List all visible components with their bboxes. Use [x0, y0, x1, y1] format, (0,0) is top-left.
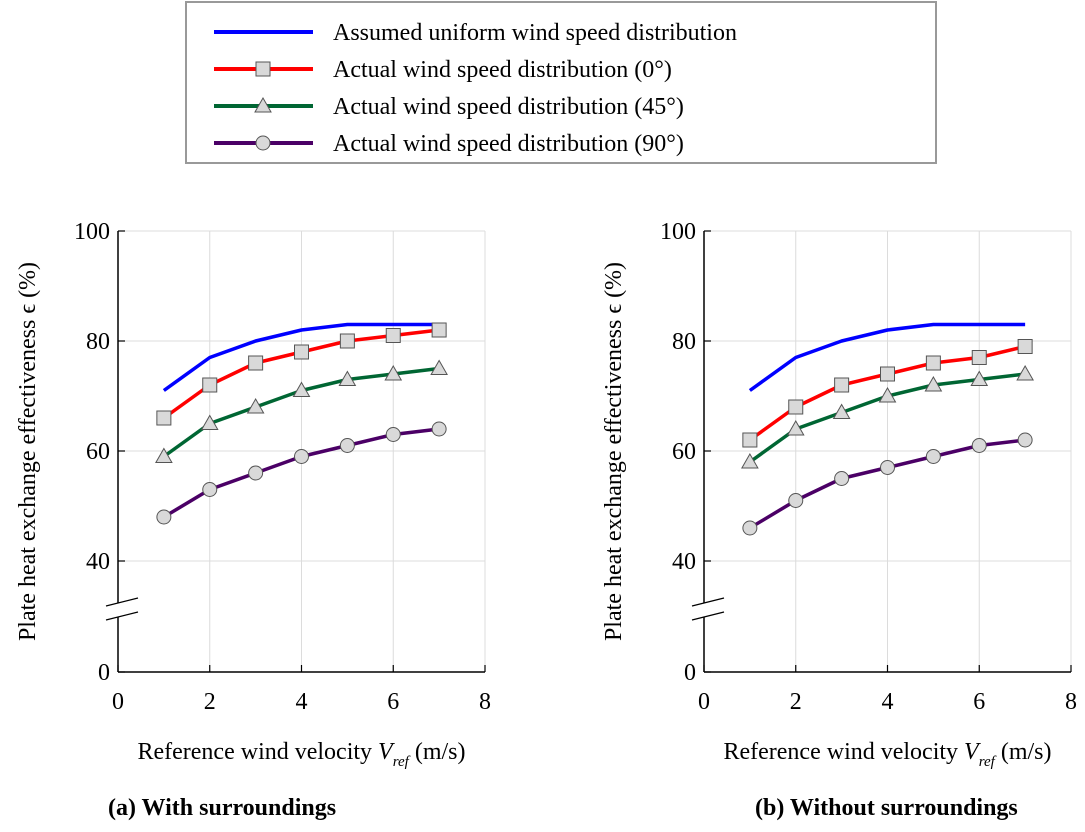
axis-break-mark-upper — [691, 597, 725, 607]
panel-caption: (a) With surroundings — [108, 795, 336, 821]
y-axis-title: Plate heat exchange effectiveness ϵ (%) — [15, 262, 41, 641]
series-1-point-2 — [248, 355, 264, 371]
x-tick-label-4: 8 — [1065, 689, 1077, 715]
series-3-point-0 — [742, 520, 758, 536]
x-axis-title-prefix: Reference wind velocity — [137, 739, 378, 765]
y-axis-title: Plate heat exchange effectiveness ϵ (%) — [601, 262, 627, 641]
x-tick-label-0: 0 — [698, 689, 710, 715]
series-3-point-1 — [788, 493, 804, 508]
y-tick-label-4: 100 — [660, 219, 696, 245]
series-1-point-1 — [788, 399, 804, 415]
y-tick-label-3: 80 — [86, 329, 110, 355]
y-tick-label-4: 100 — [74, 219, 110, 245]
x-tick-label-2: 4 — [296, 689, 308, 715]
series-1-point-4 — [339, 333, 355, 349]
y-tick-label-3: 80 — [672, 329, 696, 355]
series-1-point-6 — [431, 322, 447, 338]
y-tick-label-0: 0 — [98, 660, 110, 686]
x-axis-title-var: V — [964, 739, 981, 765]
panel-caption: (b) Without surroundings — [755, 795, 1018, 821]
series-3-point-1 — [202, 482, 218, 497]
legend: Assumed uniform wind speed distribution A… — [185, 1, 937, 164]
series-2-point-2 — [832, 403, 851, 419]
series-2-point-6 — [430, 359, 448, 375]
series-3-point-4 — [339, 438, 355, 453]
series-1-point-0 — [742, 432, 758, 448]
y-tick-label-1: 40 — [86, 549, 110, 575]
legend-box — [185, 1, 937, 164]
series-2-point-1 — [200, 414, 219, 430]
x-axis-title-sub: ref — [979, 754, 997, 770]
series-1-point-2 — [834, 377, 850, 393]
axis-break-mark-lower — [105, 611, 139, 621]
y-tick-label-0: 0 — [684, 660, 696, 686]
x-tick-label-4: 8 — [479, 689, 491, 715]
legend-label-0: Assumed uniform wind speed distribution — [333, 20, 737, 46]
x-axis-title-sub: ref — [393, 754, 411, 770]
legend-marker-3 — [255, 135, 271, 151]
x-axis-title-suffix: (m/s) — [995, 739, 1052, 765]
x-axis-title-var: V — [378, 739, 395, 765]
series-line-0 — [748, 322, 1026, 392]
series-1-point-3 — [294, 344, 309, 360]
x-axis-title-prefix: Reference wind velocity — [723, 739, 964, 765]
y-tick-label-2: 60 — [86, 439, 110, 465]
x-axis-title: Reference wind velocity Vref (m/s) — [723, 739, 1051, 770]
series-2-point-6 — [1016, 364, 1034, 381]
series-3-point-3 — [880, 460, 895, 475]
axis-break-mark-upper — [105, 597, 139, 607]
x-tick-label-3: 6 — [387, 689, 399, 715]
series-3-point-2 — [248, 465, 264, 481]
series-2-point-5 — [384, 364, 403, 381]
x-axis-title: Reference wind velocity Vref (m/s) — [137, 739, 465, 770]
legend-marker-1 — [255, 61, 271, 77]
series-1-point-0 — [156, 410, 172, 426]
series-3-point-4 — [925, 449, 941, 464]
series-3-point-3 — [294, 449, 309, 464]
y-tick-label-2: 60 — [672, 439, 696, 465]
y-tick-label-1: 40 — [672, 549, 696, 575]
series-2-point-3 — [878, 386, 897, 403]
series-1-point-6 — [1017, 339, 1033, 354]
series-2-point-1 — [786, 419, 805, 436]
series-2-point-5 — [970, 370, 989, 386]
legend-marker-2 — [254, 96, 272, 113]
series-3-point-5 — [971, 438, 987, 453]
series-3-point-0 — [156, 509, 172, 525]
legend-label-3: Actual wind speed distribution (90°) — [333, 131, 684, 157]
series-2-point-4 — [924, 375, 943, 392]
x-axis-title-suffix: (m/s) — [409, 739, 466, 765]
series-3-point-6 — [1017, 432, 1033, 448]
series-1-point-3 — [880, 366, 895, 382]
series-2-point-3 — [292, 381, 311, 397]
series-2-point-2 — [246, 397, 265, 414]
series-1-point-5 — [971, 350, 987, 365]
legend-label-1: Actual wind speed distribution (0°) — [333, 57, 672, 83]
series-1-point-5 — [385, 328, 401, 343]
x-tick-label-3: 6 — [973, 689, 985, 715]
series-1-point-1 — [202, 377, 218, 393]
legend-label-2: Actual wind speed distribution (45°) — [333, 94, 684, 120]
x-tick-label-1: 2 — [790, 689, 802, 715]
series-2-point-0 — [741, 452, 759, 469]
series-3-point-6 — [431, 421, 447, 437]
series-1-point-4 — [925, 355, 941, 371]
x-tick-label-2: 4 — [882, 689, 894, 715]
x-tick-label-0: 0 — [112, 689, 124, 715]
series-line-0 — [162, 322, 440, 392]
x-tick-label-1: 2 — [204, 689, 216, 715]
series-2-point-0 — [155, 447, 173, 463]
axis-break-mark-lower — [691, 611, 725, 621]
series-3-point-2 — [834, 471, 850, 486]
series-2-point-4 — [338, 370, 357, 386]
series-3-point-5 — [385, 427, 401, 442]
